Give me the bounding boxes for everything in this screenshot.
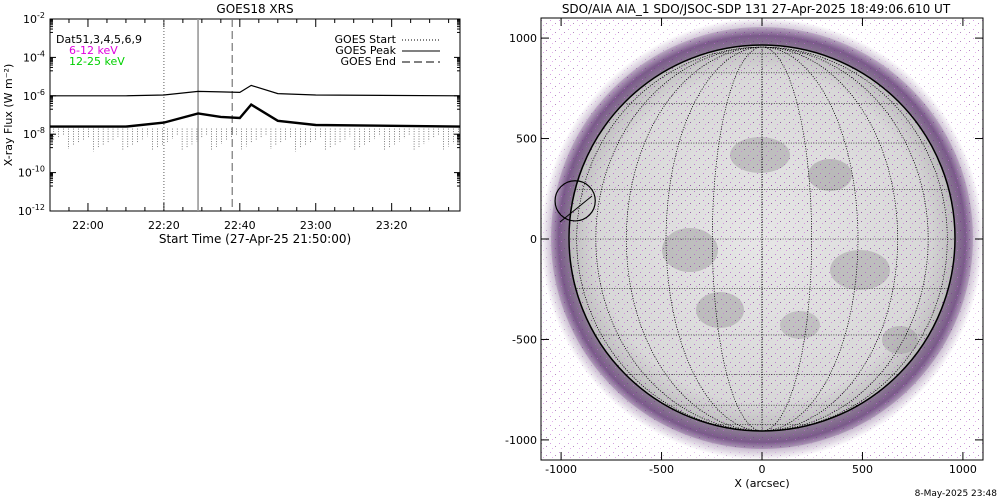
low-channel-noise	[53, 128, 459, 152]
y-tick-exponent: -6	[37, 88, 45, 97]
x-tick-label: 22:40	[224, 219, 256, 232]
solar-limb	[568, 44, 956, 432]
x-tick-label: -1000	[545, 463, 577, 476]
y-tick-label: 10-6	[23, 88, 45, 103]
flare-location-circle	[554, 180, 596, 222]
series-line-12-25-kev	[50, 103, 461, 128]
y-tick-base: 10	[23, 90, 37, 103]
x-axis-label: Start Time (27-Apr-25 21:50:00)	[159, 232, 351, 246]
y-tick-exponent: -2	[37, 11, 45, 20]
y-tick-label: 500	[516, 133, 537, 146]
x-tick-label: -500	[649, 463, 674, 476]
heliographic-grid	[570, 46, 954, 431]
y-axis: 1000 500 0 -500 -1000	[505, 32, 983, 447]
plot-frame	[49, 18, 461, 212]
channel-legend: Dat51,3,4,5,6,9 6-12 keV 12-25 keV	[56, 33, 142, 68]
y-tick-label: 1000	[509, 32, 537, 45]
y-tick-label: 10-8	[23, 126, 45, 141]
y-tick-base: 10	[23, 128, 37, 141]
legend-entry-detectors: Dat51,3,4,5,6,9	[56, 33, 142, 46]
longitude-line	[626, 46, 898, 431]
y-tick-exponent: -12	[32, 203, 45, 212]
y-tick-label: -500	[512, 333, 537, 346]
x-tick-label: 22:00	[72, 219, 104, 232]
longitude-line	[665, 46, 859, 431]
disk-features	[569, 45, 955, 431]
y-tick-exponent: -8	[37, 126, 45, 135]
x-axis: 22:00 22:20 22:40 23:00 23:20	[49, 19, 450, 232]
image-title: SDO/AIA AIA_1 SDO/JSOC-SDP 131 27-Apr-20…	[562, 2, 951, 16]
y-axis-label: X-ray Flux (W m⁻²)	[2, 64, 15, 166]
series-line-6-12-kev	[50, 84, 461, 97]
longitude-line	[576, 46, 948, 431]
flare-loop	[559, 195, 593, 223]
y-tick-label: 10-10	[18, 165, 45, 180]
disk-noise	[569, 45, 955, 431]
y-tick-label: 10-12	[18, 203, 45, 218]
marker-legend: GOES Start GOES Peak GOES End	[335, 33, 440, 68]
legend-entry-12-25kev: 12-25 keV	[69, 55, 125, 68]
x-axis-label: X (arcsec)	[734, 477, 789, 490]
y-tick-base: 10	[23, 13, 37, 26]
y-tick-base: 10	[18, 205, 32, 218]
y-tick-exponent: -10	[32, 165, 45, 174]
y-tick-label: 10-4	[23, 49, 45, 64]
event-markers	[163, 19, 233, 211]
aia-image-panel: SDO/AIA AIA_1 SDO/JSOC-SDP 131 27-Apr-20…	[505, 2, 984, 490]
longitude-line	[712, 46, 812, 431]
chart-title: GOES18 XRS	[216, 2, 293, 16]
x-tick-label: 23:20	[376, 219, 408, 232]
legend-entry-6-12kev: 6-12 keV	[69, 44, 118, 57]
y-tick-label: -1000	[505, 434, 537, 447]
footer-timestamp: 8-May-2025 23:48	[915, 489, 998, 499]
flux-series	[50, 84, 461, 128]
y-tick-base: 10	[23, 51, 37, 64]
x-tick-label: 500	[852, 463, 873, 476]
y-tick-base: 10	[18, 167, 32, 180]
legend-goes-end: GOES End	[340, 55, 396, 68]
longitude-line	[595, 46, 929, 431]
legend-goes-peak: GOES Peak	[335, 44, 396, 57]
x-tick-label: 0	[759, 463, 766, 476]
x-tick-label: 1000	[949, 463, 977, 476]
x-tick-label: 22:20	[148, 219, 180, 232]
solar-image	[541, 18, 983, 460]
y-tick-label: 0	[530, 233, 537, 246]
x-tick-label: 23:00	[300, 219, 332, 232]
y-tick-label: 10-2	[23, 11, 45, 26]
y-tick-exponent: -4	[37, 49, 45, 58]
x-axis: -1000 -500 0 500 1000	[545, 18, 977, 476]
legend-goes-start: GOES Start	[335, 33, 397, 46]
